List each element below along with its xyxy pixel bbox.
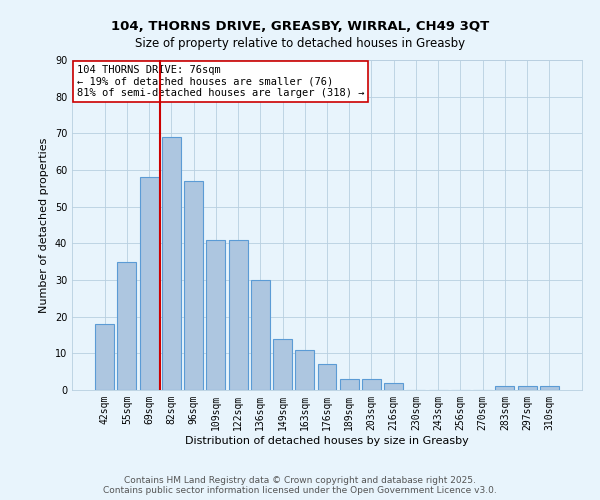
Bar	[95, 324, 114, 390]
Bar	[206, 240, 225, 390]
Bar	[118, 262, 136, 390]
Bar	[229, 240, 248, 390]
Bar	[317, 364, 337, 390]
Text: 104 THORNS DRIVE: 76sqm
← 19% of detached houses are smaller (76)
81% of semi-de: 104 THORNS DRIVE: 76sqm ← 19% of detache…	[77, 65, 365, 98]
Bar	[540, 386, 559, 390]
Bar	[251, 280, 270, 390]
Bar	[162, 137, 181, 390]
Bar	[273, 338, 292, 390]
Text: 104, THORNS DRIVE, GREASBY, WIRRAL, CH49 3QT: 104, THORNS DRIVE, GREASBY, WIRRAL, CH49…	[111, 20, 489, 33]
Y-axis label: Number of detached properties: Number of detached properties	[39, 138, 49, 312]
Bar	[140, 178, 158, 390]
Bar	[518, 386, 536, 390]
Bar	[384, 382, 403, 390]
Bar	[496, 386, 514, 390]
Bar	[340, 379, 359, 390]
Bar	[184, 181, 203, 390]
Bar	[295, 350, 314, 390]
Text: Size of property relative to detached houses in Greasby: Size of property relative to detached ho…	[135, 38, 465, 51]
Text: Contains HM Land Registry data © Crown copyright and database right 2025.
Contai: Contains HM Land Registry data © Crown c…	[103, 476, 497, 495]
X-axis label: Distribution of detached houses by size in Greasby: Distribution of detached houses by size …	[185, 436, 469, 446]
Bar	[362, 379, 381, 390]
